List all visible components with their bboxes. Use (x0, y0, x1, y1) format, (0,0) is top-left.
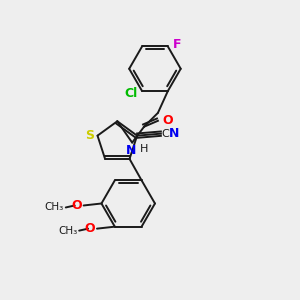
Text: N: N (126, 144, 136, 157)
Text: Cl: Cl (125, 86, 138, 100)
Text: H: H (140, 144, 148, 154)
Text: O: O (71, 199, 82, 212)
Text: S: S (85, 129, 94, 142)
Text: CH₃: CH₃ (45, 202, 64, 212)
Text: O: O (84, 222, 95, 235)
Text: CH₃: CH₃ (58, 226, 77, 236)
Text: C: C (162, 129, 169, 139)
Text: F: F (173, 38, 181, 51)
Text: N: N (169, 127, 179, 140)
Text: O: O (162, 114, 172, 127)
